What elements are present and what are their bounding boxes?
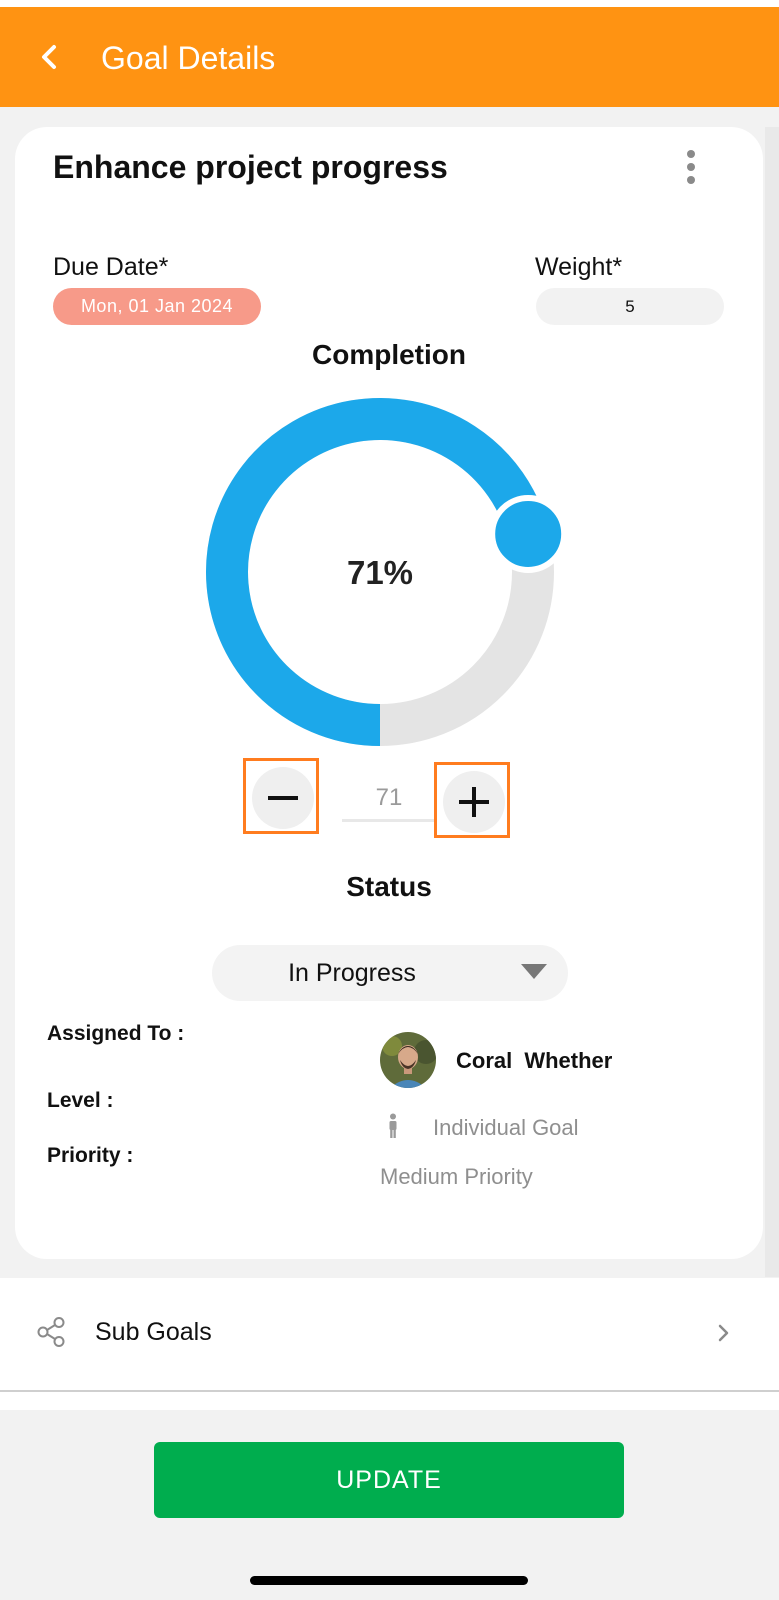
section-divider — [0, 1392, 779, 1410]
person-icon — [389, 1113, 397, 1138]
completion-slider-handle[interactable] — [489, 494, 568, 573]
sub-goals-label: Sub Goals — [95, 1318, 212, 1346]
status-title: Status — [346, 871, 432, 902]
minus-icon — [268, 796, 298, 800]
chevron-right-icon — [718, 1324, 729, 1342]
completion-arc — [206, 398, 549, 746]
home-indicator — [250, 1576, 528, 1585]
status-bar — [0, 0, 779, 7]
triangle-down-icon — [521, 964, 547, 979]
page-title: Goal Details — [101, 40, 276, 76]
back-button[interactable] — [34, 37, 70, 77]
due-date-label: Due Date* — [53, 253, 169, 281]
priority-label: Priority : — [47, 1144, 134, 1167]
app-header: Goal Details — [0, 7, 779, 107]
weight-input[interactable]: 5 — [536, 288, 724, 325]
share-icon — [37, 1317, 65, 1347]
assignee-name: Coral Whether — [456, 1048, 613, 1073]
chevron-left-icon — [42, 45, 56, 69]
more-options-button[interactable] — [681, 147, 701, 187]
completion-title: Completion — [312, 339, 466, 370]
goal-title: Enhance project progress — [53, 149, 448, 185]
priority-value: Medium Priority — [380, 1164, 533, 1189]
update-button[interactable]: UPDATE — [154, 1442, 624, 1518]
goal-card: Enhance project progress Due Date* Mon, … — [15, 127, 763, 1259]
level-value: Individual Goal — [433, 1115, 579, 1140]
decrease-button[interactable] — [243, 758, 319, 834]
status-selected-value: In Progress — [288, 959, 416, 987]
plus-icon — [459, 787, 489, 817]
assigned-to-label: Assigned To : — [47, 1022, 185, 1045]
level-label: Level : — [47, 1089, 114, 1112]
sub-goals-row[interactable]: Sub Goals — [0, 1278, 779, 1392]
status-dropdown[interactable]: In Progress — [212, 945, 568, 1001]
completion-percent: 71% — [347, 554, 413, 591]
completion-donut-chart: 71% — [206, 398, 568, 746]
increase-button[interactable] — [434, 762, 510, 838]
avatar — [380, 1032, 436, 1088]
completion-value-input[interactable]: 71 — [342, 777, 436, 822]
more-vertical-icon — [681, 150, 701, 184]
weight-label: Weight* — [535, 253, 623, 281]
due-date-field[interactable]: Mon, 01 Jan 2024 — [53, 288, 261, 325]
scroll-edge — [765, 127, 779, 1277]
